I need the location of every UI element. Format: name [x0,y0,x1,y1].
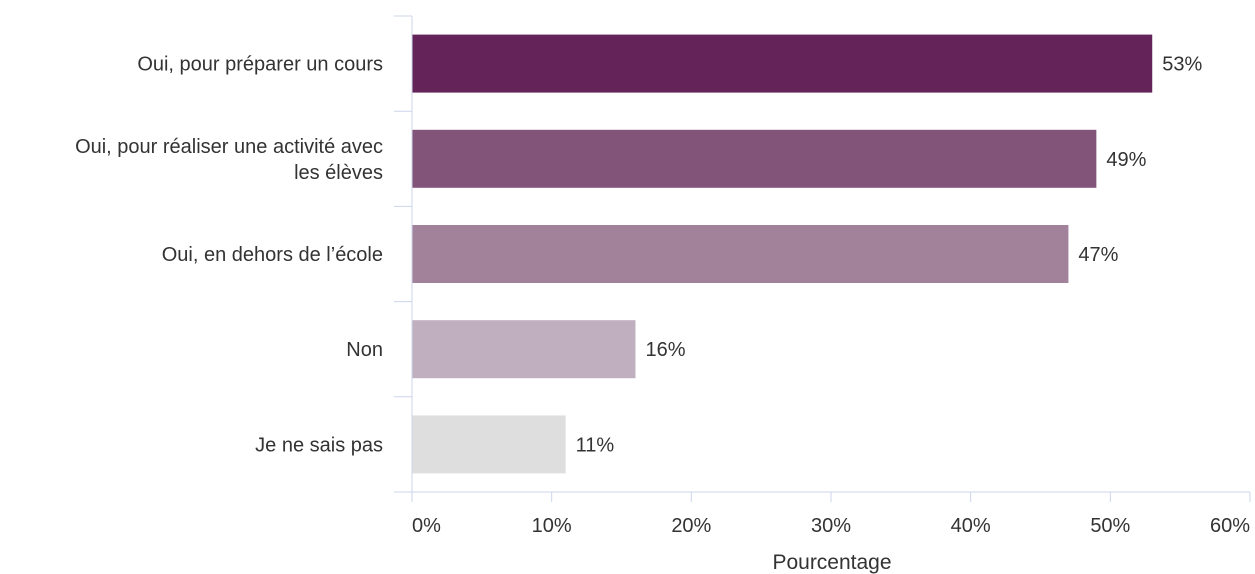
y-category-label: Oui, pour préparer un cours [137,54,383,76]
bar [412,415,566,474]
x-tick-label: 50% [1090,515,1130,537]
y-axis: Oui, pour préparer un cours Oui, pour réa… [75,15,413,493]
bar [412,225,1069,283]
y-category-label-line: les élèves [294,162,383,184]
x-axis-title: Pourcentage [772,551,891,574]
y-category-label: Oui, pour réaliser une activité avec les … [75,136,383,184]
y-category-label-line: Oui, en dehors de l’école [162,244,383,266]
y-category-label-line: Non [346,339,383,361]
value-label: 16% [645,339,685,361]
value-label: 49% [1106,149,1146,171]
value-label: 11% [576,434,615,456]
x-tick-label: 0% [412,515,441,537]
y-category-label-line: Oui, pour préparer un cours [137,54,383,76]
bar [412,34,1153,93]
value-labels-layer: 53% 49% 47% 16% 11% [576,54,1203,457]
y-category-label-line: Oui, pour réaliser une activité avec [75,136,383,158]
y-category-label: Je ne sais pas [255,434,383,456]
y-category-label: Non [346,339,383,361]
x-tick-label: 60% [1210,515,1250,537]
x-tick-label: 10% [532,515,572,537]
bars-layer [412,34,1153,474]
x-axis: 0% 10% 20% 30% 40% 50% 60% [411,491,1251,537]
y-category-label: Oui, en dehors de l’école [162,244,383,266]
x-tick-label: 20% [671,515,711,537]
x-tick-label: 40% [951,515,991,537]
x-tick-label: 30% [811,515,851,537]
bar [412,129,1097,188]
value-label: 53% [1162,54,1202,76]
value-label: 47% [1078,244,1118,266]
bar [412,320,636,379]
y-category-label-line: Je ne sais pas [255,434,383,456]
